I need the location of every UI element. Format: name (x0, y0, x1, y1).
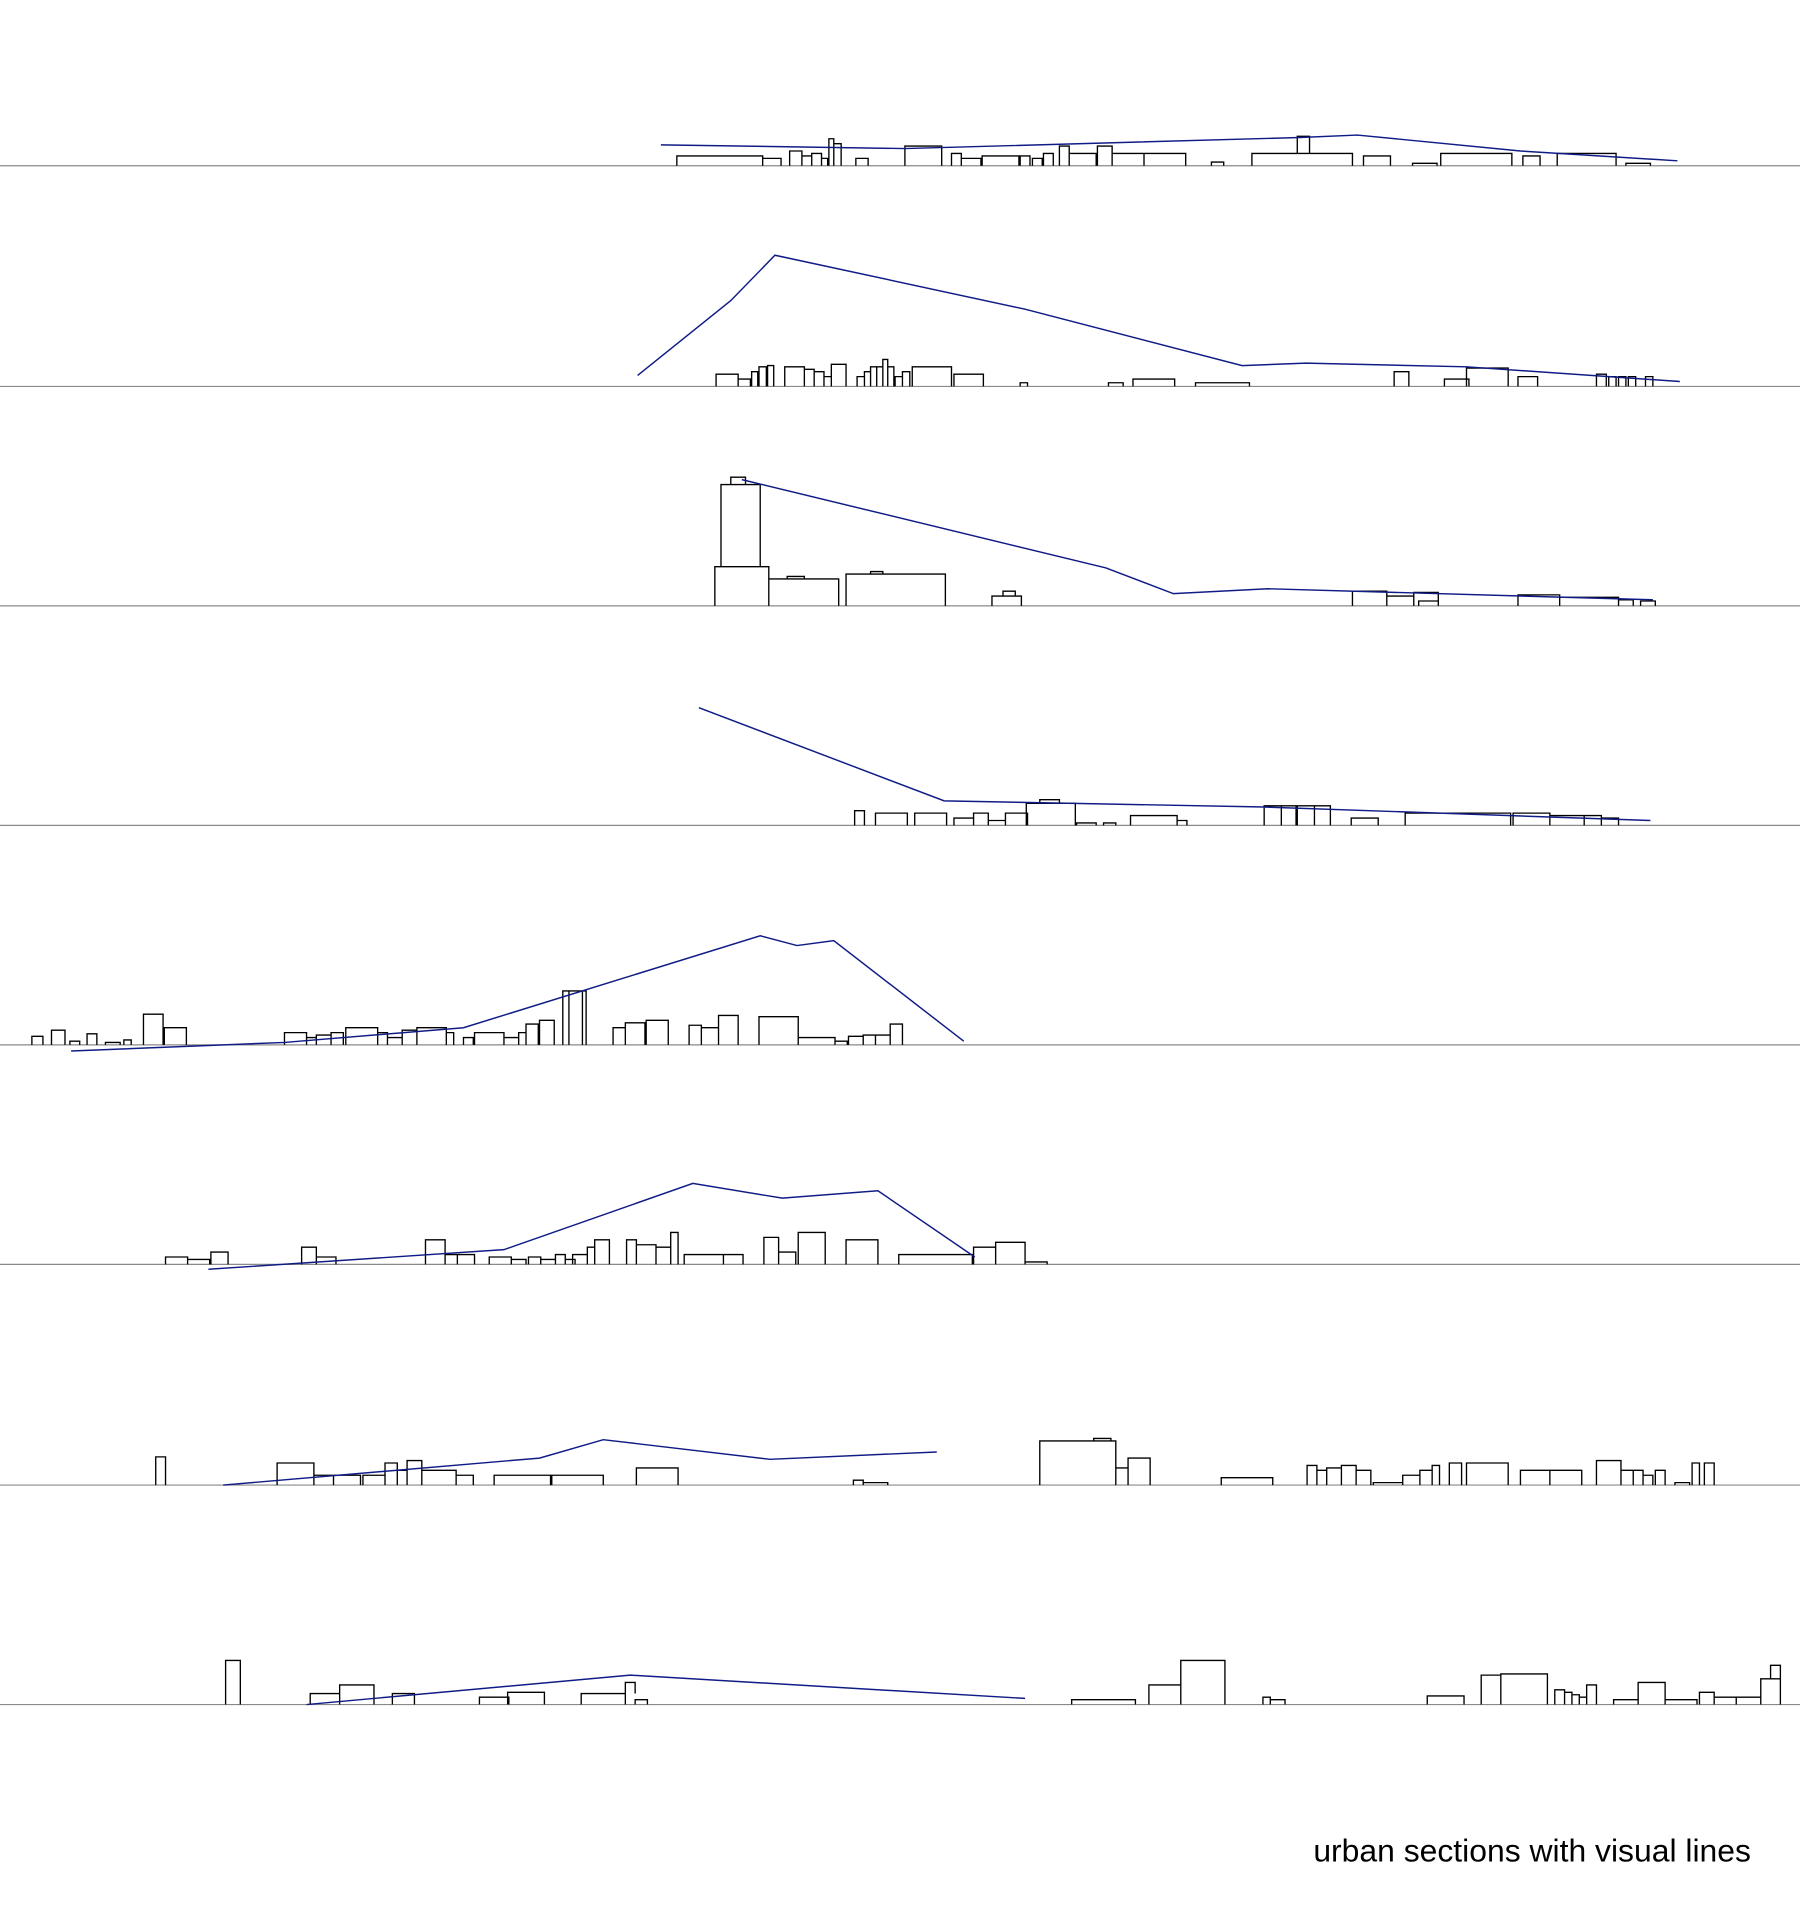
buildings (853, 798, 1620, 826)
visual-line (208, 1182, 976, 1270)
ground-lines (0, 165, 1800, 1706)
buildings (164, 1231, 1048, 1265)
buildings (155, 1437, 1715, 1486)
visual-line (71, 934, 965, 1052)
buildings (224, 1659, 1782, 1705)
visual-line (698, 706, 1651, 822)
caption: urban sections with visual lines (1313, 1833, 1751, 1869)
visual-line (637, 254, 1680, 383)
buildings (714, 476, 1656, 606)
buildings (676, 135, 1652, 166)
visual-line (660, 134, 1678, 162)
visual-line (741, 478, 1653, 601)
visual-line (223, 1438, 937, 1486)
buildings (31, 990, 904, 1045)
buildings (715, 358, 1654, 387)
visual-line (306, 1674, 1026, 1706)
